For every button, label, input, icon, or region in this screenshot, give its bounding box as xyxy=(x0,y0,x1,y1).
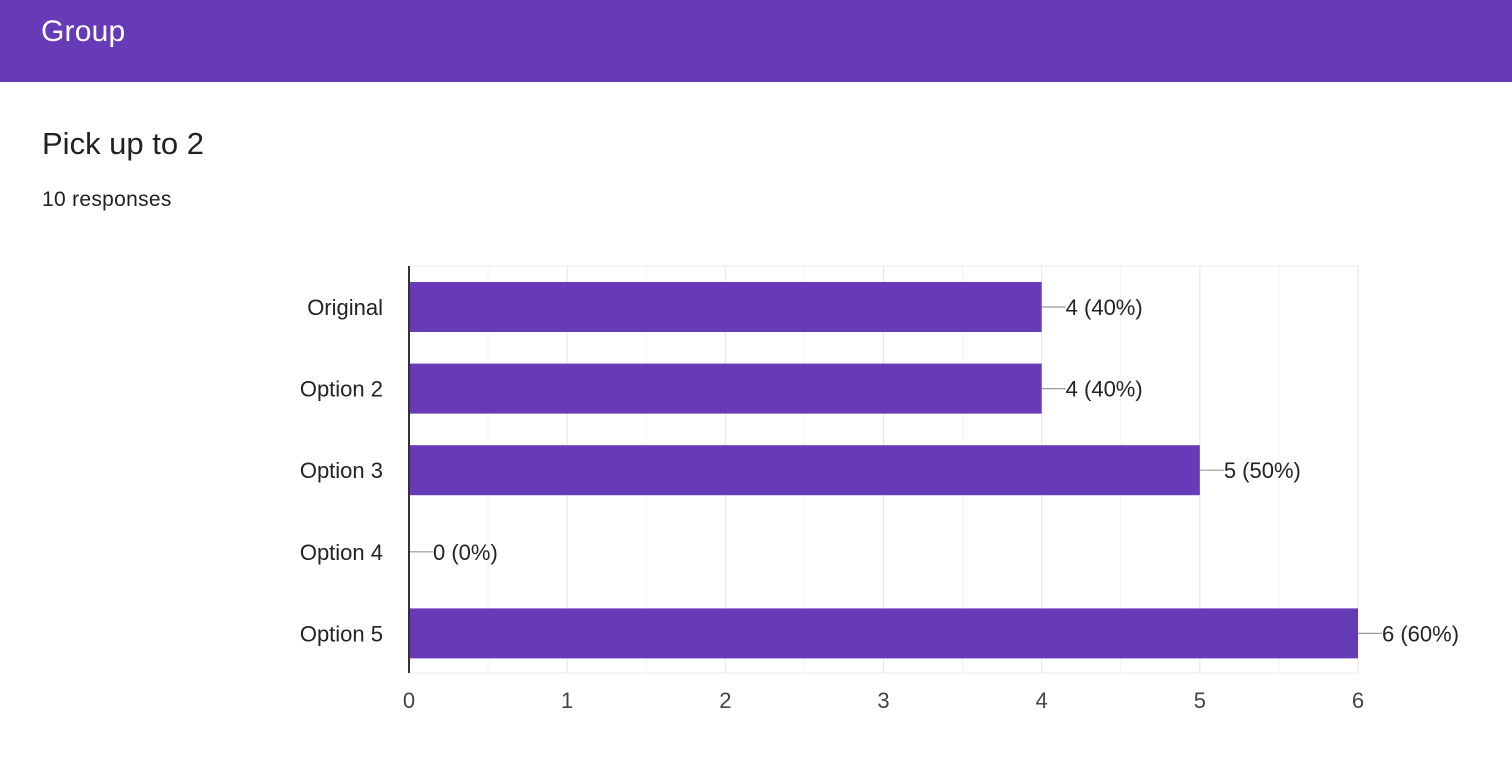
data-label: 6 (60%) xyxy=(1382,621,1459,646)
x-tick-label: 3 xyxy=(877,688,889,713)
group-title: Group xyxy=(41,15,126,48)
category-label: Option 4 xyxy=(300,540,383,565)
category-label: Option 5 xyxy=(300,621,383,646)
data-label: 5 (50%) xyxy=(1224,458,1301,483)
x-tick-label: 5 xyxy=(1194,688,1206,713)
category-label: Option 2 xyxy=(300,377,383,402)
bar xyxy=(409,445,1200,496)
bar xyxy=(409,363,1042,414)
category-label: Original xyxy=(307,295,383,320)
bar xyxy=(409,608,1358,659)
x-tick-label: 2 xyxy=(719,688,731,713)
x-tick-label: 0 xyxy=(403,688,415,713)
data-label: 4 (40%) xyxy=(1066,295,1143,320)
x-tick-label: 1 xyxy=(561,688,573,713)
header-bar: Group xyxy=(0,0,1512,82)
response-count: 10 responses xyxy=(42,188,172,211)
bar xyxy=(409,282,1042,332)
data-label: 4 (40%) xyxy=(1066,377,1143,402)
category-label: Option 3 xyxy=(300,458,383,483)
data-label: 0 (0%) xyxy=(433,540,498,565)
question-title: Pick up to 2 xyxy=(42,126,204,161)
x-tick-label: 6 xyxy=(1352,688,1364,713)
x-tick-label: 4 xyxy=(1036,688,1048,713)
